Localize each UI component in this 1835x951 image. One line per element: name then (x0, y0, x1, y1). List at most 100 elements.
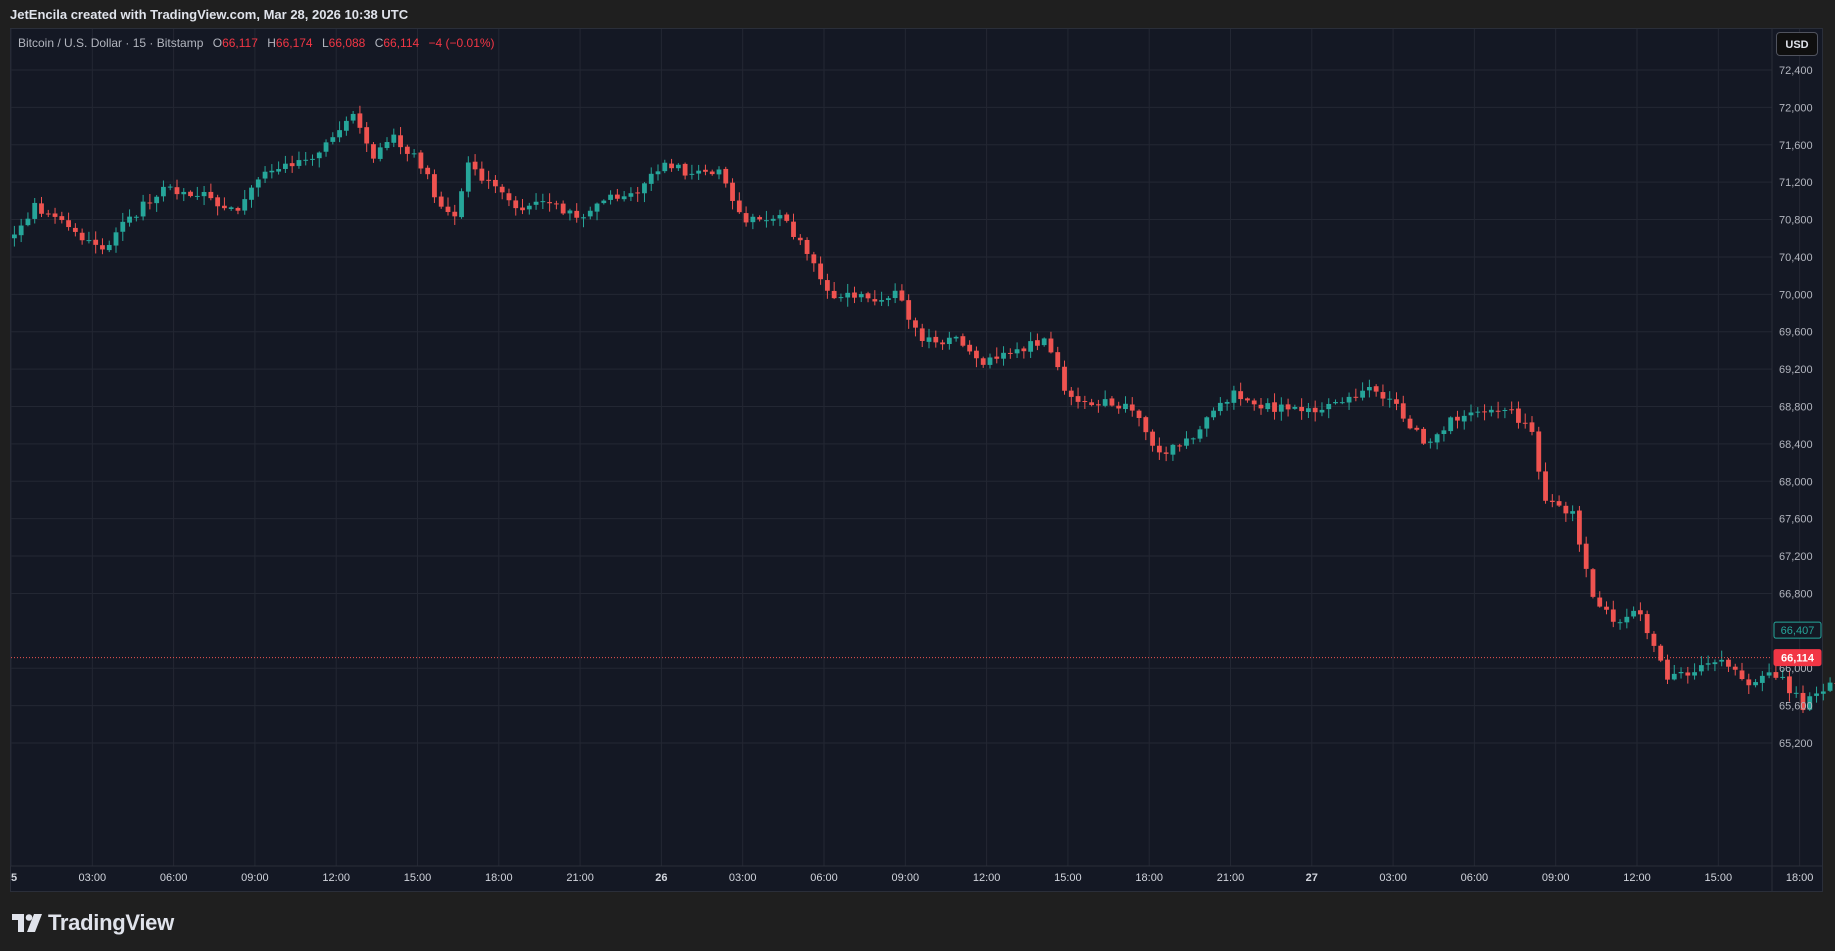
candle-body (899, 290, 905, 301)
candle (411, 149, 417, 158)
candle-body (371, 144, 376, 159)
candle (736, 192, 742, 214)
candle (757, 215, 763, 222)
close-value: 66,114 (383, 36, 420, 50)
candle (1604, 601, 1609, 615)
candle (1339, 397, 1345, 405)
candle (662, 159, 668, 174)
candle (310, 154, 315, 166)
candle-body (1116, 405, 1122, 409)
candle (384, 137, 390, 151)
candle-body (1299, 406, 1305, 412)
x-tick-label-9: 03:00 (729, 872, 757, 884)
candle (723, 166, 729, 188)
currency-button[interactable]: USD (1776, 32, 1818, 56)
candle (1360, 382, 1366, 401)
candle-body (316, 152, 322, 159)
candle (1637, 602, 1643, 622)
candle-body (364, 127, 370, 144)
candle-body (1021, 348, 1027, 352)
chart-pane[interactable] (10, 28, 1823, 892)
candle-body (147, 202, 153, 204)
candle (1089, 398, 1095, 407)
candle-body (1529, 422, 1535, 432)
candle (269, 164, 275, 179)
candle (296, 151, 302, 169)
candle (1800, 685, 1806, 713)
candle-body (59, 216, 65, 221)
candle-body (1373, 386, 1379, 392)
candle (59, 211, 65, 224)
candle-body (547, 202, 553, 204)
chart-credit: JetEncila created with TradingView.com, … (10, 7, 409, 22)
candle-body (384, 142, 390, 148)
candle (1055, 346, 1061, 371)
y-tick-label-0: 72,400 (1779, 65, 1813, 77)
candle-body (1394, 399, 1399, 404)
candle (228, 206, 234, 211)
candle-body (594, 203, 600, 212)
candle-body (1468, 412, 1474, 416)
candle-body (113, 232, 119, 246)
candle-body (1278, 404, 1284, 412)
candle (323, 139, 329, 157)
tradingview-logo[interactable]: TradingView (12, 910, 174, 936)
candle-body (1570, 511, 1576, 514)
candle-body (1136, 410, 1142, 418)
candle (987, 353, 993, 369)
candle-body (831, 290, 837, 299)
candle-body (1238, 391, 1244, 400)
candle (696, 164, 702, 180)
candle (655, 164, 661, 181)
y-tick-label-10: 68,400 (1779, 439, 1813, 451)
candle-body (140, 201, 146, 217)
candle (1577, 505, 1582, 552)
x-tick-label-16: 27 (1306, 872, 1318, 884)
candle-body (1035, 340, 1040, 346)
candle (1224, 399, 1230, 411)
candle-body (757, 217, 763, 220)
candle (567, 208, 573, 221)
symbol-label[interactable]: Bitcoin / U.S. Dollar · 15 · Bitstamp (18, 36, 204, 50)
candle-body (1306, 408, 1311, 413)
candle-body (967, 344, 973, 352)
candle (946, 331, 952, 350)
candle-body (343, 120, 349, 131)
candle-body (18, 225, 24, 236)
x-tick-label-10: 06:00 (810, 872, 838, 884)
candle (479, 161, 485, 184)
candle (1001, 346, 1006, 366)
candle (1556, 495, 1562, 508)
candle (608, 190, 613, 205)
candle (1461, 410, 1467, 430)
candle-body (784, 214, 790, 221)
candle (1583, 536, 1589, 578)
candle-body (696, 170, 702, 174)
candle (486, 170, 492, 189)
candle (1028, 332, 1034, 358)
x-tick-label-4: 12:00 (322, 872, 350, 884)
candle-body (45, 213, 51, 215)
candle (1414, 425, 1420, 432)
candle-body (1509, 409, 1515, 411)
candle-body (1671, 673, 1677, 680)
candle (1617, 619, 1623, 630)
candle-body (811, 254, 817, 264)
candle (1407, 415, 1413, 430)
candle-body (1427, 441, 1433, 443)
candle (1380, 384, 1386, 407)
x-tick-label-21: 15:00 (1705, 872, 1733, 884)
candle (933, 330, 939, 348)
candle-body (1787, 676, 1792, 694)
candle (648, 167, 654, 191)
candle-body (587, 210, 593, 217)
candle-body (235, 208, 241, 211)
candle (831, 282, 837, 300)
candle (1258, 397, 1264, 415)
candle-body (323, 142, 329, 152)
candle (445, 197, 451, 216)
candle (1502, 407, 1508, 419)
candle (1299, 398, 1305, 420)
candle-body (1150, 431, 1155, 446)
